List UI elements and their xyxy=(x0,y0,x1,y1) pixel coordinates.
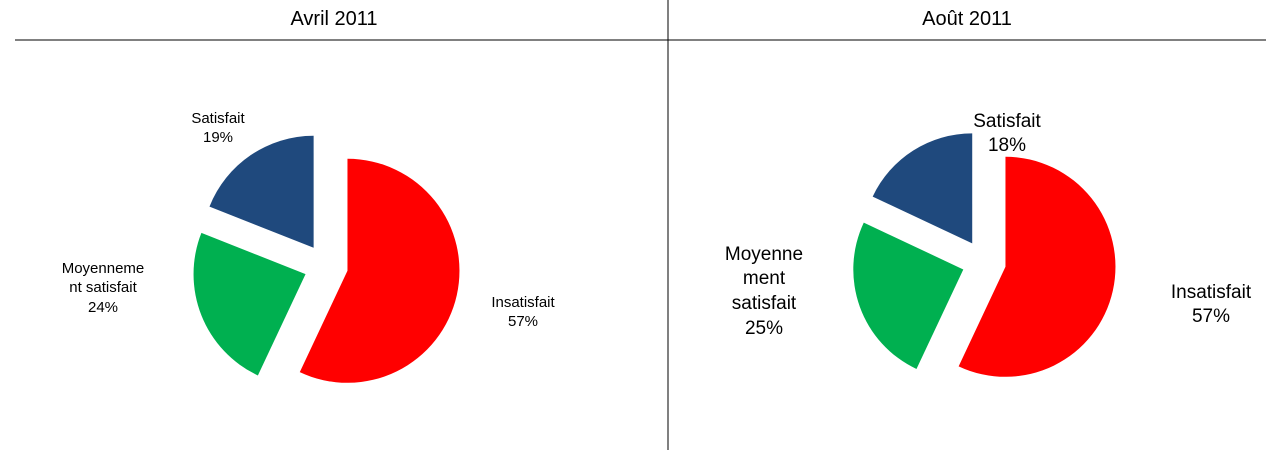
slice-label: Insatisfait 57% xyxy=(473,293,573,332)
value-label: 19% xyxy=(202,129,234,146)
value-label: 57% xyxy=(507,313,539,330)
value-label: 25% xyxy=(744,317,784,339)
slice-label: Moyennement satisfait 25% xyxy=(722,243,807,342)
slice-label: Satisfait 19% xyxy=(168,109,268,148)
category-label: Satisfait xyxy=(973,110,1041,132)
pie-slice xyxy=(872,133,973,244)
slice-label: Insatisfait 57% xyxy=(1151,281,1266,330)
pie-slice xyxy=(209,135,314,248)
category-label: Moyennement satisfait xyxy=(724,243,804,314)
pie-slice xyxy=(193,232,306,376)
chart-title: Août 2011 xyxy=(922,8,1012,30)
value-label: 57% xyxy=(1191,306,1231,328)
category-label: Moyennement satisfait xyxy=(61,259,145,297)
slice-label: Satisfait 18% xyxy=(947,110,1067,159)
chart-title: Avril 2011 xyxy=(290,8,378,30)
pie-slice xyxy=(299,158,460,383)
pie-slice xyxy=(853,222,964,369)
pie-slice xyxy=(958,156,1116,377)
category-label: Insatisfait xyxy=(1170,281,1252,303)
slice-label: Moyennement satisfait 24% xyxy=(61,259,145,318)
category-label: Satisfait xyxy=(191,109,245,127)
value-label: 24% xyxy=(87,298,119,316)
value-label: 18% xyxy=(987,135,1027,157)
category-label: Insatisfait xyxy=(491,293,555,311)
